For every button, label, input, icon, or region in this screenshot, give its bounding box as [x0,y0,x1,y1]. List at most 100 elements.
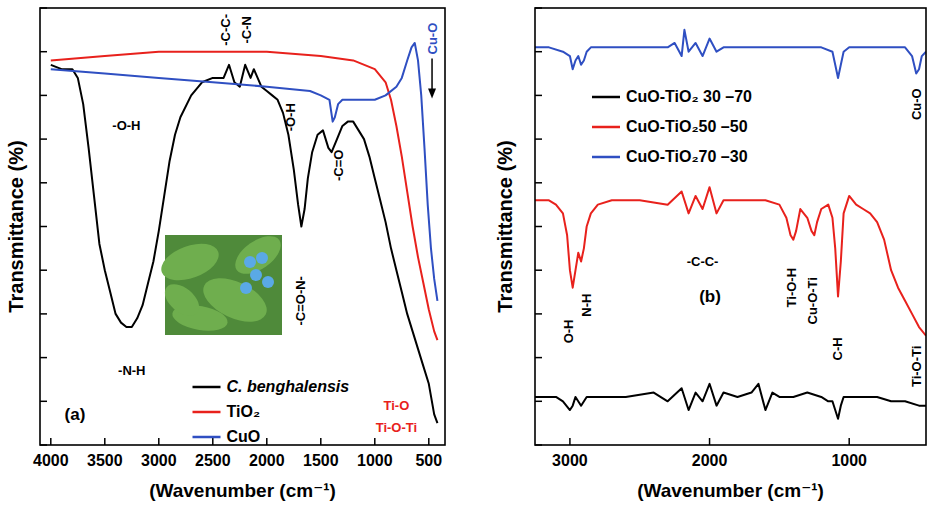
y-tick [535,95,542,97]
annotation: -N-H [118,363,145,378]
x-tick-label: 3000 [141,452,177,469]
x-tick-label: 1000 [357,452,393,469]
annotation: O-H [561,319,576,343]
legend-label: CuO-TiO₂70 –30 [626,148,748,165]
y-tick [535,444,542,446]
annotation: Ti-O-Ti [909,346,924,387]
inset-flower [262,276,274,288]
series-line [51,65,438,423]
x-tick-label: 3000 [552,452,588,469]
x-tick-label: 2000 [249,452,285,469]
x-tick [266,438,268,445]
legend-swatch [592,96,620,99]
y-tick [40,357,47,359]
inset-leaf [229,229,288,282]
annotation: Ti-O-H [784,268,799,307]
legend-label: C. benghalensis [227,378,350,395]
x-tick [104,438,106,445]
series-line [535,30,926,78]
series-line [51,52,438,340]
x-tick [709,438,711,445]
panel: 300020001000(Wavenumber (cm⁻¹)Transmitta… [494,8,926,501]
inset-flower [244,256,256,268]
series-line [535,384,926,419]
y-tick [535,226,542,228]
legend-label: CuO-TiO₂ 30 –70 [626,88,752,105]
annotation-arrowhead [428,88,436,98]
legend-label: TiO₂ [227,403,260,420]
x-axis-title: (Wavenumber (cm⁻¹) [637,480,824,501]
inset-flower [240,282,252,294]
y-tick [40,138,47,140]
inset-flower [256,252,268,264]
y-tick [40,51,47,53]
panel-label: (a) [65,405,86,424]
y-tick [40,401,47,403]
x-tick-label: 1000 [831,452,867,469]
annotation: C-H [830,337,845,360]
legend: C. benghalensis TiO₂ CuO [193,378,350,445]
y-tick [40,269,47,271]
annotation: Ti-O-Ti [376,420,417,435]
annotation: Cu-O [909,88,924,120]
y-axis-title: Transmittance (%) [5,140,27,312]
y-tick [535,313,542,315]
annotation: -C=O-N- [293,276,308,325]
series-line [535,187,926,336]
y-tick [40,444,47,446]
inset-leaf [159,278,205,322]
plot-frame [535,8,926,445]
x-tick [212,438,214,445]
x-tick-label: 3500 [87,452,123,469]
panel: 4000 3500 3000 2500 2000 1500 1000 500 (Wavenumb… [5,8,445,501]
y-tick [535,7,542,9]
y-tick [40,95,47,97]
panel-label: (b) [699,287,721,306]
y-tick [40,226,47,228]
y-tick [40,313,47,315]
series-group [51,43,438,423]
y-tick [535,269,542,271]
y-tick [535,401,542,403]
legend: CuO-TiO₂ 30 –70 CuO-TiO₂50 –50 CuO-TiO₂70 … [592,88,752,165]
y-tick [535,51,542,53]
legend-label: CuO-TiO₂50 –50 [626,118,748,135]
x-tick-label: 500 [415,452,442,469]
annotation: -O-H [112,118,140,133]
legend-swatch [592,156,620,159]
y-tick [535,357,542,359]
annotation: -C=O [331,150,346,181]
series-group [535,30,926,419]
x-tick [50,438,52,445]
inset-flower [250,269,262,281]
x-tick-label: 1500 [303,452,339,469]
annotation: -C-C- [218,14,233,46]
annotation: Ti-O [384,398,410,413]
x-tick [848,438,850,445]
plot-frame [40,8,445,445]
x-tick [428,438,430,445]
annotation: -O-H [283,103,298,131]
x-tick-label: 4000 [33,452,69,469]
legend-swatch [193,386,221,389]
annotation: Cu-O-Ti [805,277,820,324]
y-tick [40,182,47,184]
y-tick [40,7,47,9]
x-tick [374,438,376,445]
x-tick [320,438,322,445]
inset-photo [156,229,287,335]
annotation: Cu-O [425,23,440,55]
y-tick [535,182,542,184]
y-tick [535,138,542,140]
annotation: N-H [579,294,594,317]
y-axis-title: Transmittance (%) [494,140,516,312]
x-tick [569,438,571,445]
legend-label: CuO [227,428,261,445]
x-tick-label: 2500 [195,452,231,469]
legend-swatch [193,411,221,414]
legend-swatch [592,126,620,129]
figure: 4000 3500 3000 2500 2000 1500 1000 500 (Wavenumb… [0,0,934,507]
annotation: -C-C- [687,254,719,269]
legend-swatch [193,436,221,439]
x-axis-title: (Wavenumber (cm⁻¹) [149,480,336,501]
